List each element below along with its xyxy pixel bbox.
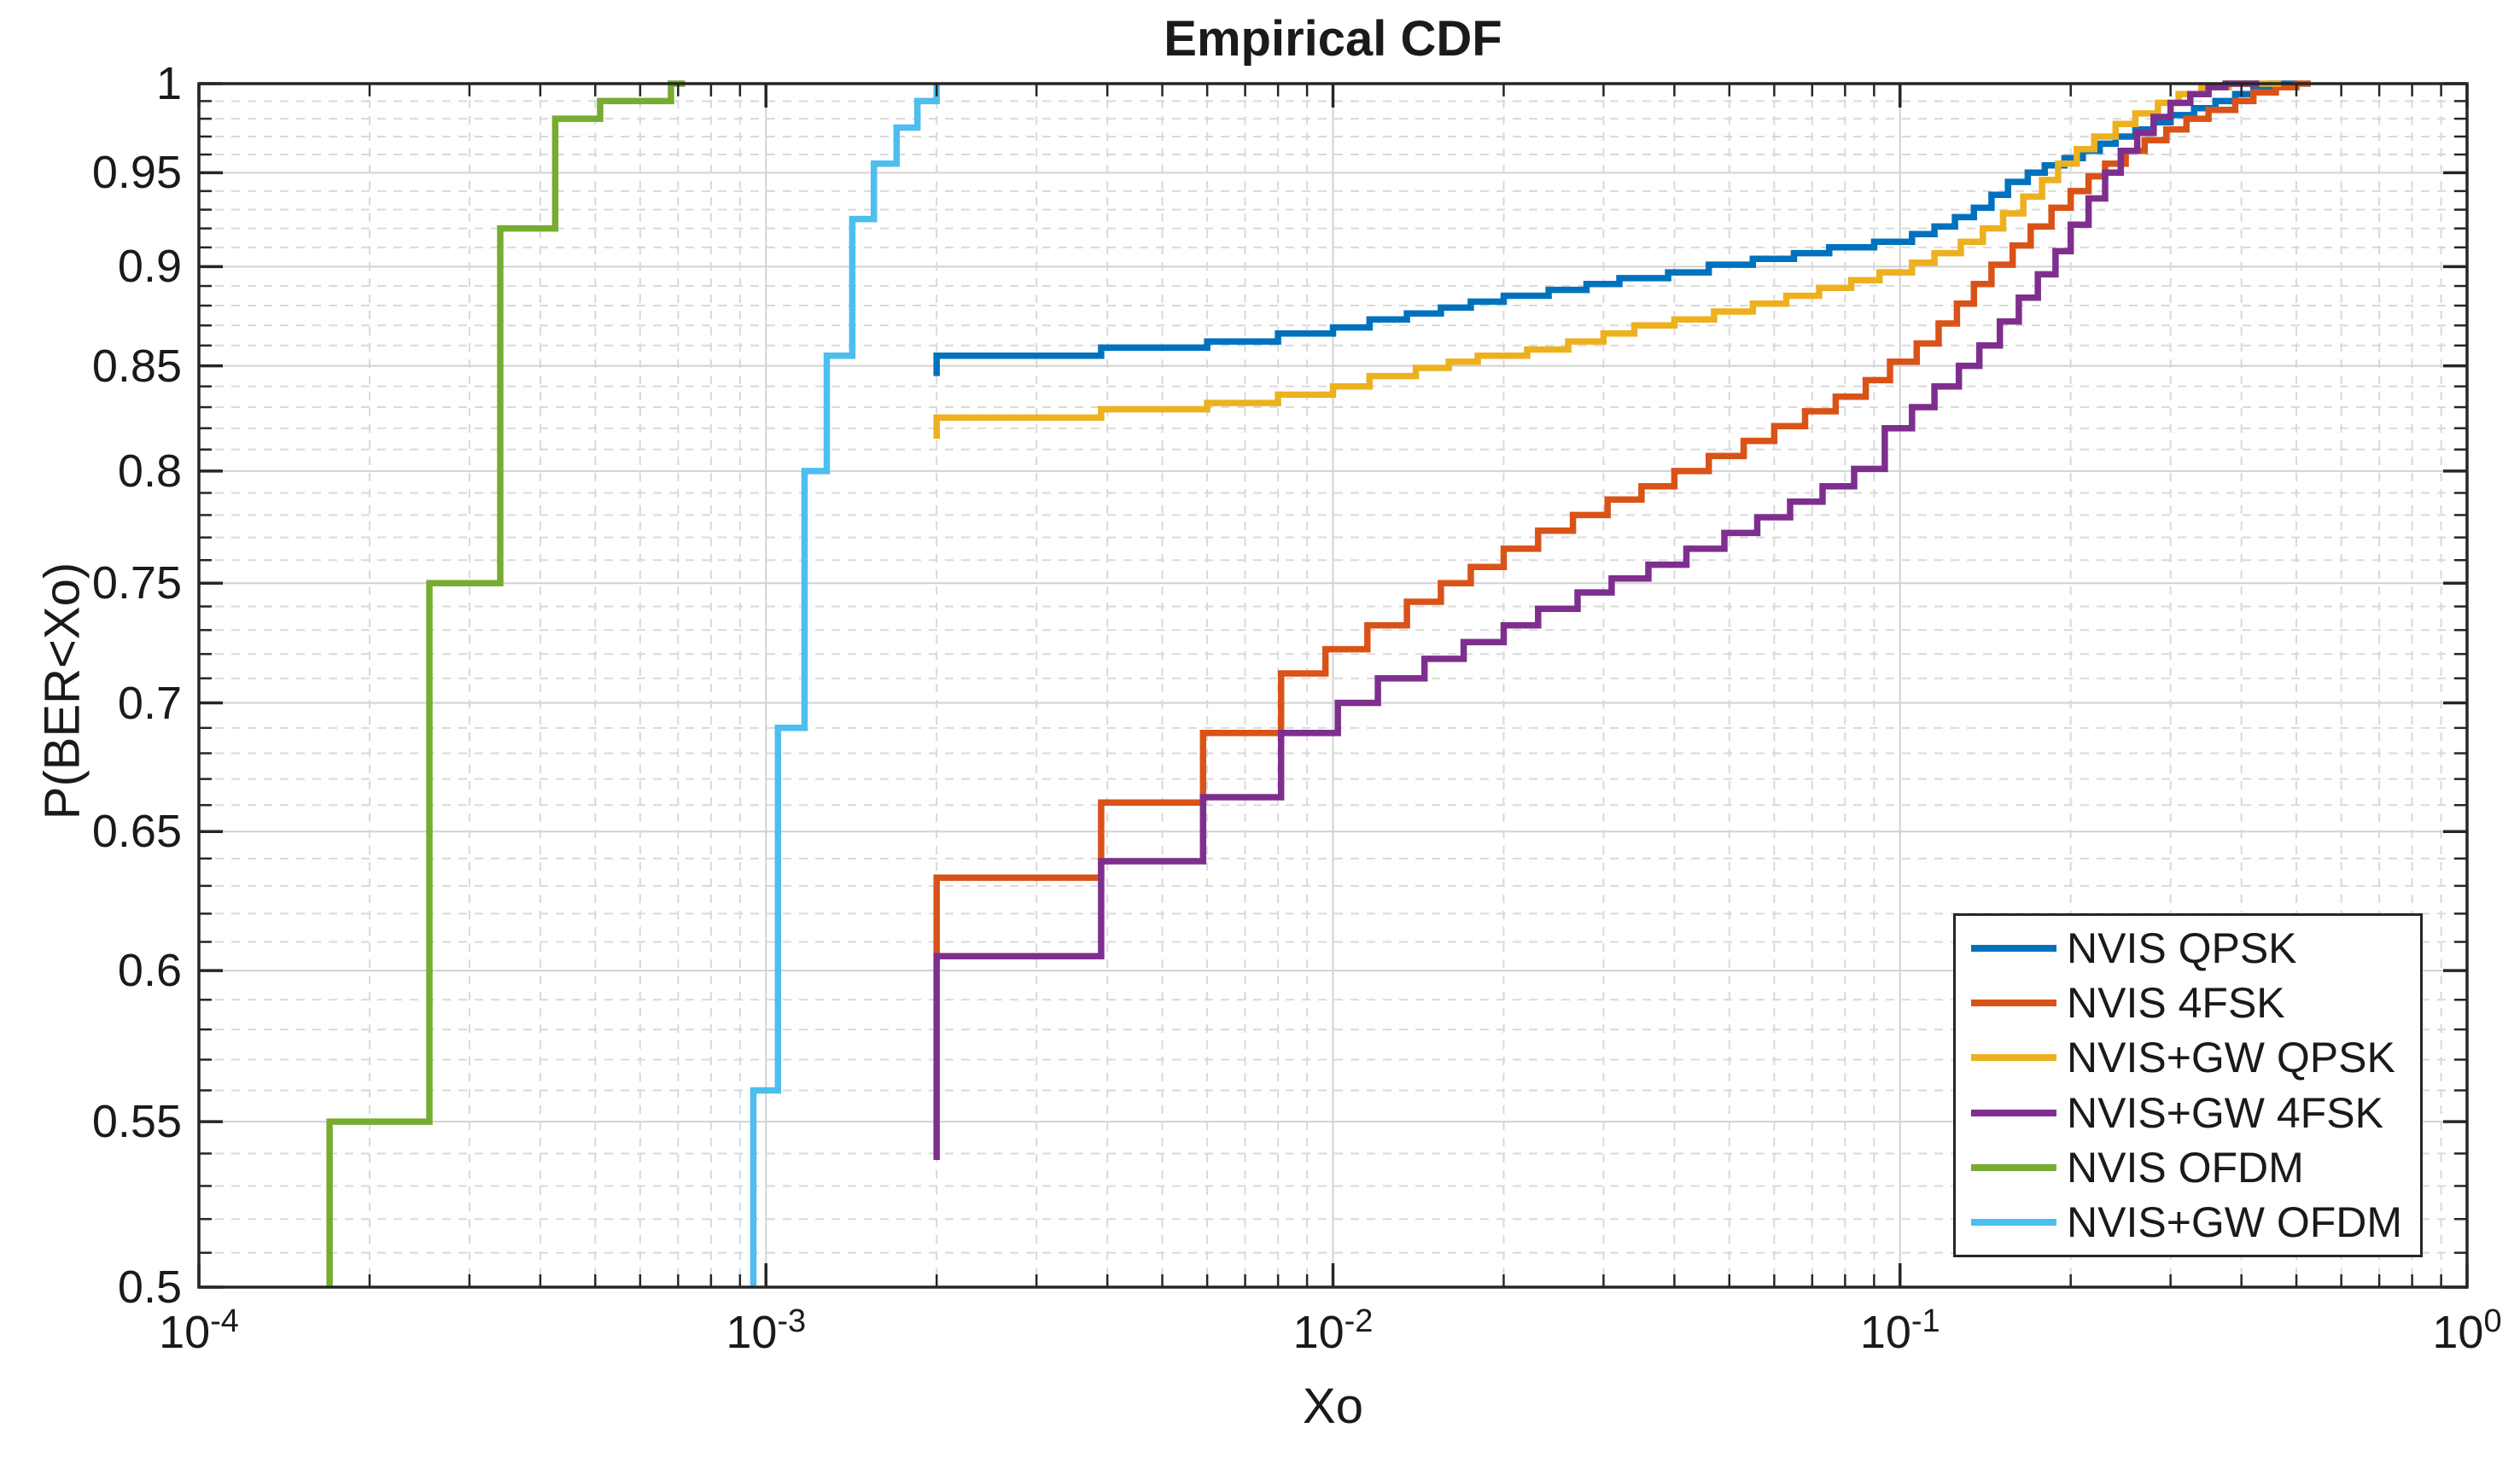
- y-tick-label: 0.9: [117, 241, 182, 293]
- legend-line-sample: [1971, 1054, 2056, 1062]
- legend-line-sample: [1971, 1163, 2056, 1171]
- y-tick-label: 0.65: [91, 806, 182, 858]
- legend-item: NVIS QPSK: [1956, 921, 2420, 976]
- x-tick-label: 10-1: [1859, 1303, 1940, 1358]
- legend-line-sample: [1971, 945, 2056, 953]
- legend-line-sample: [1971, 1000, 2056, 1007]
- legend-line-sample: [1971, 1109, 2056, 1116]
- x-tick-label: 10-3: [726, 1303, 807, 1358]
- series-nvis-ofdm: [326, 80, 685, 1287]
- legend-item: NVIS+GW OFDM: [1956, 1195, 2420, 1250]
- legend-label: NVIS OFDM: [2067, 1143, 2304, 1192]
- y-tick-label: 0.5: [117, 1262, 182, 1313]
- series-nvis-4fsk: [933, 80, 2311, 971]
- y-tick-label: 0.6: [117, 945, 182, 997]
- series-nvis-gw-ofdm: [750, 84, 940, 1287]
- legend-item: NVIS OFDM: [1956, 1140, 2420, 1195]
- y-tick-label: 0.8: [117, 445, 182, 497]
- legend-label: NVIS+GW 4FSK: [2067, 1088, 2383, 1137]
- x-tick-label: 10-2: [1292, 1303, 1374, 1358]
- legend-label: NVIS 4FSK: [2067, 979, 2285, 1028]
- legend-label: NVIS QPSK: [2067, 924, 2297, 973]
- y-tick-label: 0.75: [91, 557, 182, 609]
- chart-title: Empirical CDF: [1164, 11, 1502, 67]
- legend-item: NVIS 4FSK: [1956, 976, 2420, 1030]
- x-tick-label: 10-4: [159, 1303, 239, 1358]
- y-tick-label: 1: [155, 58, 182, 109]
- series-nvis-gw-4fsk: [933, 80, 2260, 1160]
- y-tick-label: 0.7: [117, 677, 182, 729]
- legend-line-sample: [1971, 1218, 2056, 1226]
- y-tick-label: 0.55: [91, 1096, 182, 1148]
- legend: NVIS QPSK NVIS 4FSK NVIS+GW QPSK NVIS+GW 4F…: [1953, 913, 2423, 1257]
- legend-label: NVIS+GW OFDM: [2067, 1198, 2403, 1246]
- y-tick-label: 0.85: [91, 340, 182, 392]
- series-nvis-gw-qpsk: [933, 80, 2282, 440]
- y-tick-label: 0.95: [91, 147, 182, 199]
- legend-item: NVIS+GW QPSK: [1956, 1030, 2420, 1085]
- legend-label: NVIS+GW QPSK: [2067, 1034, 2395, 1082]
- legend-item: NVIS+GW 4FSK: [1956, 1086, 2420, 1140]
- x-axis-label: Xo: [1303, 1378, 1363, 1434]
- x-tick-label: 100: [2432, 1303, 2502, 1358]
